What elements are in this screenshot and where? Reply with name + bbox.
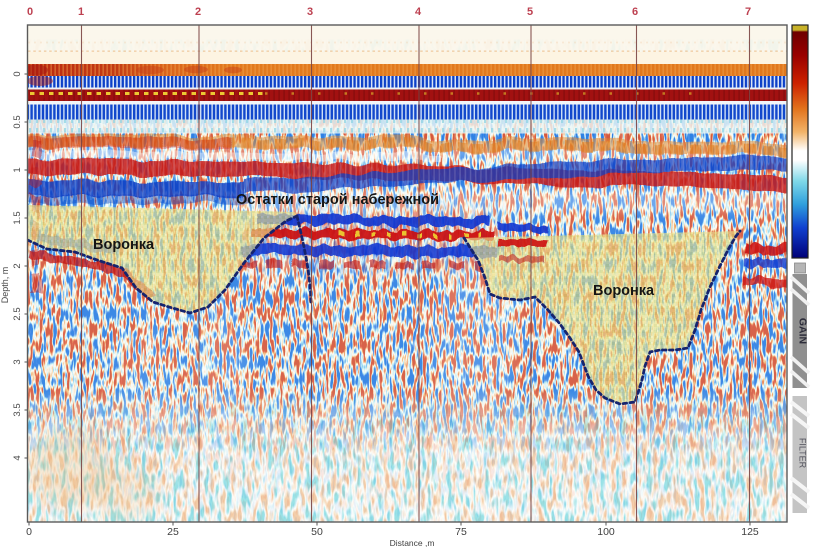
svg-text:GAIN: GAIN	[797, 318, 809, 344]
svg-text:5: 5	[527, 6, 533, 18]
svg-text:1: 1	[78, 6, 84, 18]
svg-text:2: 2	[195, 6, 201, 18]
svg-text:0.5: 0.5	[12, 115, 23, 128]
svg-text:Depth, m: Depth, m	[0, 267, 10, 304]
svg-text:6: 6	[632, 6, 638, 18]
svg-text:1: 1	[12, 167, 23, 172]
svg-text:Distance ,m: Distance ,m	[390, 538, 435, 548]
svg-text:0: 0	[12, 71, 23, 76]
svg-text:3.5: 3.5	[12, 403, 23, 416]
svg-text:0: 0	[27, 6, 33, 18]
svg-text:125: 125	[741, 526, 759, 538]
svg-text:Воронка: Воронка	[593, 283, 655, 299]
svg-text:50: 50	[311, 526, 323, 538]
svg-text:3: 3	[307, 6, 313, 18]
svg-text:2: 2	[12, 263, 23, 268]
svg-text:75: 75	[455, 526, 467, 538]
svg-text:4: 4	[12, 455, 23, 460]
svg-text:Воронка: Воронка	[93, 237, 155, 253]
svg-text:25: 25	[167, 526, 179, 538]
svg-text:7: 7	[745, 6, 751, 18]
svg-text:2.5: 2.5	[12, 307, 23, 320]
svg-text:1.5: 1.5	[12, 211, 23, 224]
svg-text:0: 0	[26, 526, 32, 538]
svg-text:4: 4	[415, 6, 422, 18]
svg-text:100: 100	[597, 526, 615, 538]
svg-text:3: 3	[12, 359, 23, 364]
svg-text:FILTER: FILTER	[798, 438, 808, 469]
svg-text:Остатки старой набережной: Остатки старой набережной	[236, 192, 439, 208]
